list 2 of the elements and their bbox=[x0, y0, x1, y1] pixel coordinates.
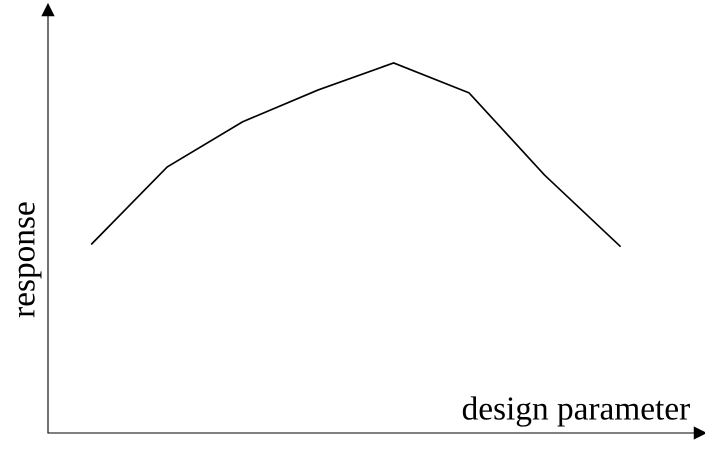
y-axis-title: response bbox=[18, 202, 42, 318]
x-axis-title: design parameter bbox=[462, 396, 690, 427]
